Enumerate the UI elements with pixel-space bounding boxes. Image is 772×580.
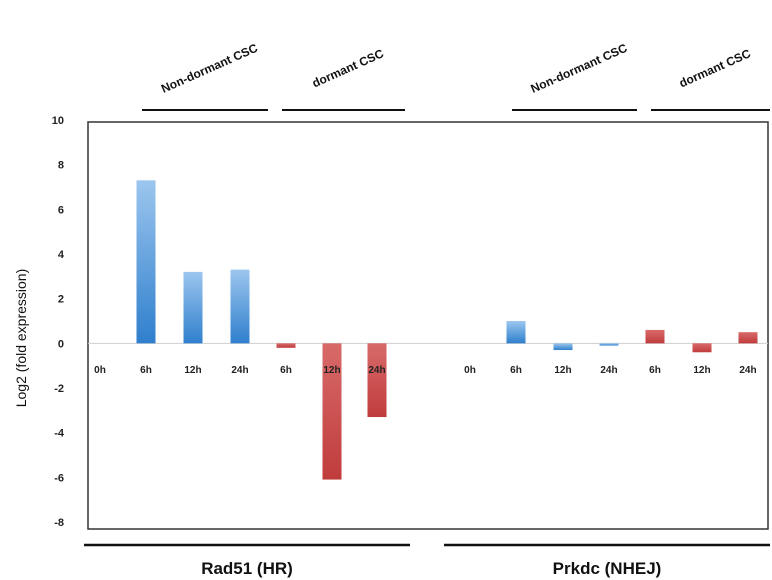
category-label: 24h bbox=[231, 365, 248, 376]
group-label: Non-dormant CSC bbox=[529, 41, 630, 96]
bar bbox=[322, 343, 342, 480]
bar bbox=[183, 271, 203, 344]
category-label: 12h bbox=[323, 365, 340, 376]
bar bbox=[230, 269, 250, 344]
group-label: Non-dormant CSC bbox=[159, 41, 260, 96]
category-label: 12h bbox=[693, 365, 710, 376]
y-tick-label: 2 bbox=[58, 294, 64, 306]
category-label: 24h bbox=[600, 365, 617, 376]
y-axis-label: Log2 (fold expression) bbox=[13, 269, 29, 408]
category-label: 0h bbox=[464, 365, 476, 376]
y-tick-label: 4 bbox=[58, 249, 65, 261]
category-label: 12h bbox=[184, 365, 201, 376]
bar bbox=[276, 343, 296, 348]
gene-label: Rad51 (HR) bbox=[201, 559, 293, 578]
category-label: 12h bbox=[554, 365, 571, 376]
bar bbox=[645, 329, 665, 344]
bar bbox=[553, 343, 573, 351]
y-tick-label: 6 bbox=[58, 204, 64, 216]
category-label: 6h bbox=[280, 365, 292, 376]
y-tick-label: 8 bbox=[58, 160, 64, 172]
bar bbox=[367, 343, 387, 418]
category-label: 24h bbox=[739, 365, 756, 376]
gene-label: Prkdc (NHEJ) bbox=[553, 559, 662, 578]
y-tick-label: -4 bbox=[54, 428, 65, 440]
bar bbox=[136, 180, 156, 344]
category-label: 24h bbox=[368, 365, 385, 376]
category-label: 0h bbox=[94, 365, 106, 376]
category-label: 6h bbox=[510, 365, 522, 376]
bar bbox=[506, 321, 526, 344]
category-label: 6h bbox=[140, 365, 152, 376]
y-tick-label: 10 bbox=[52, 115, 64, 127]
y-tick-label: -2 bbox=[54, 383, 64, 395]
y-tick-label: -8 bbox=[54, 517, 64, 529]
group-label: dormant CSC bbox=[677, 46, 753, 90]
y-tick-label: 0 bbox=[58, 338, 64, 350]
bar bbox=[692, 343, 712, 353]
group-label: dormant CSC bbox=[310, 46, 386, 90]
y-tick-label: -6 bbox=[54, 472, 64, 484]
bar bbox=[599, 343, 619, 346]
bar bbox=[738, 332, 758, 344]
category-label: 6h bbox=[649, 365, 661, 376]
